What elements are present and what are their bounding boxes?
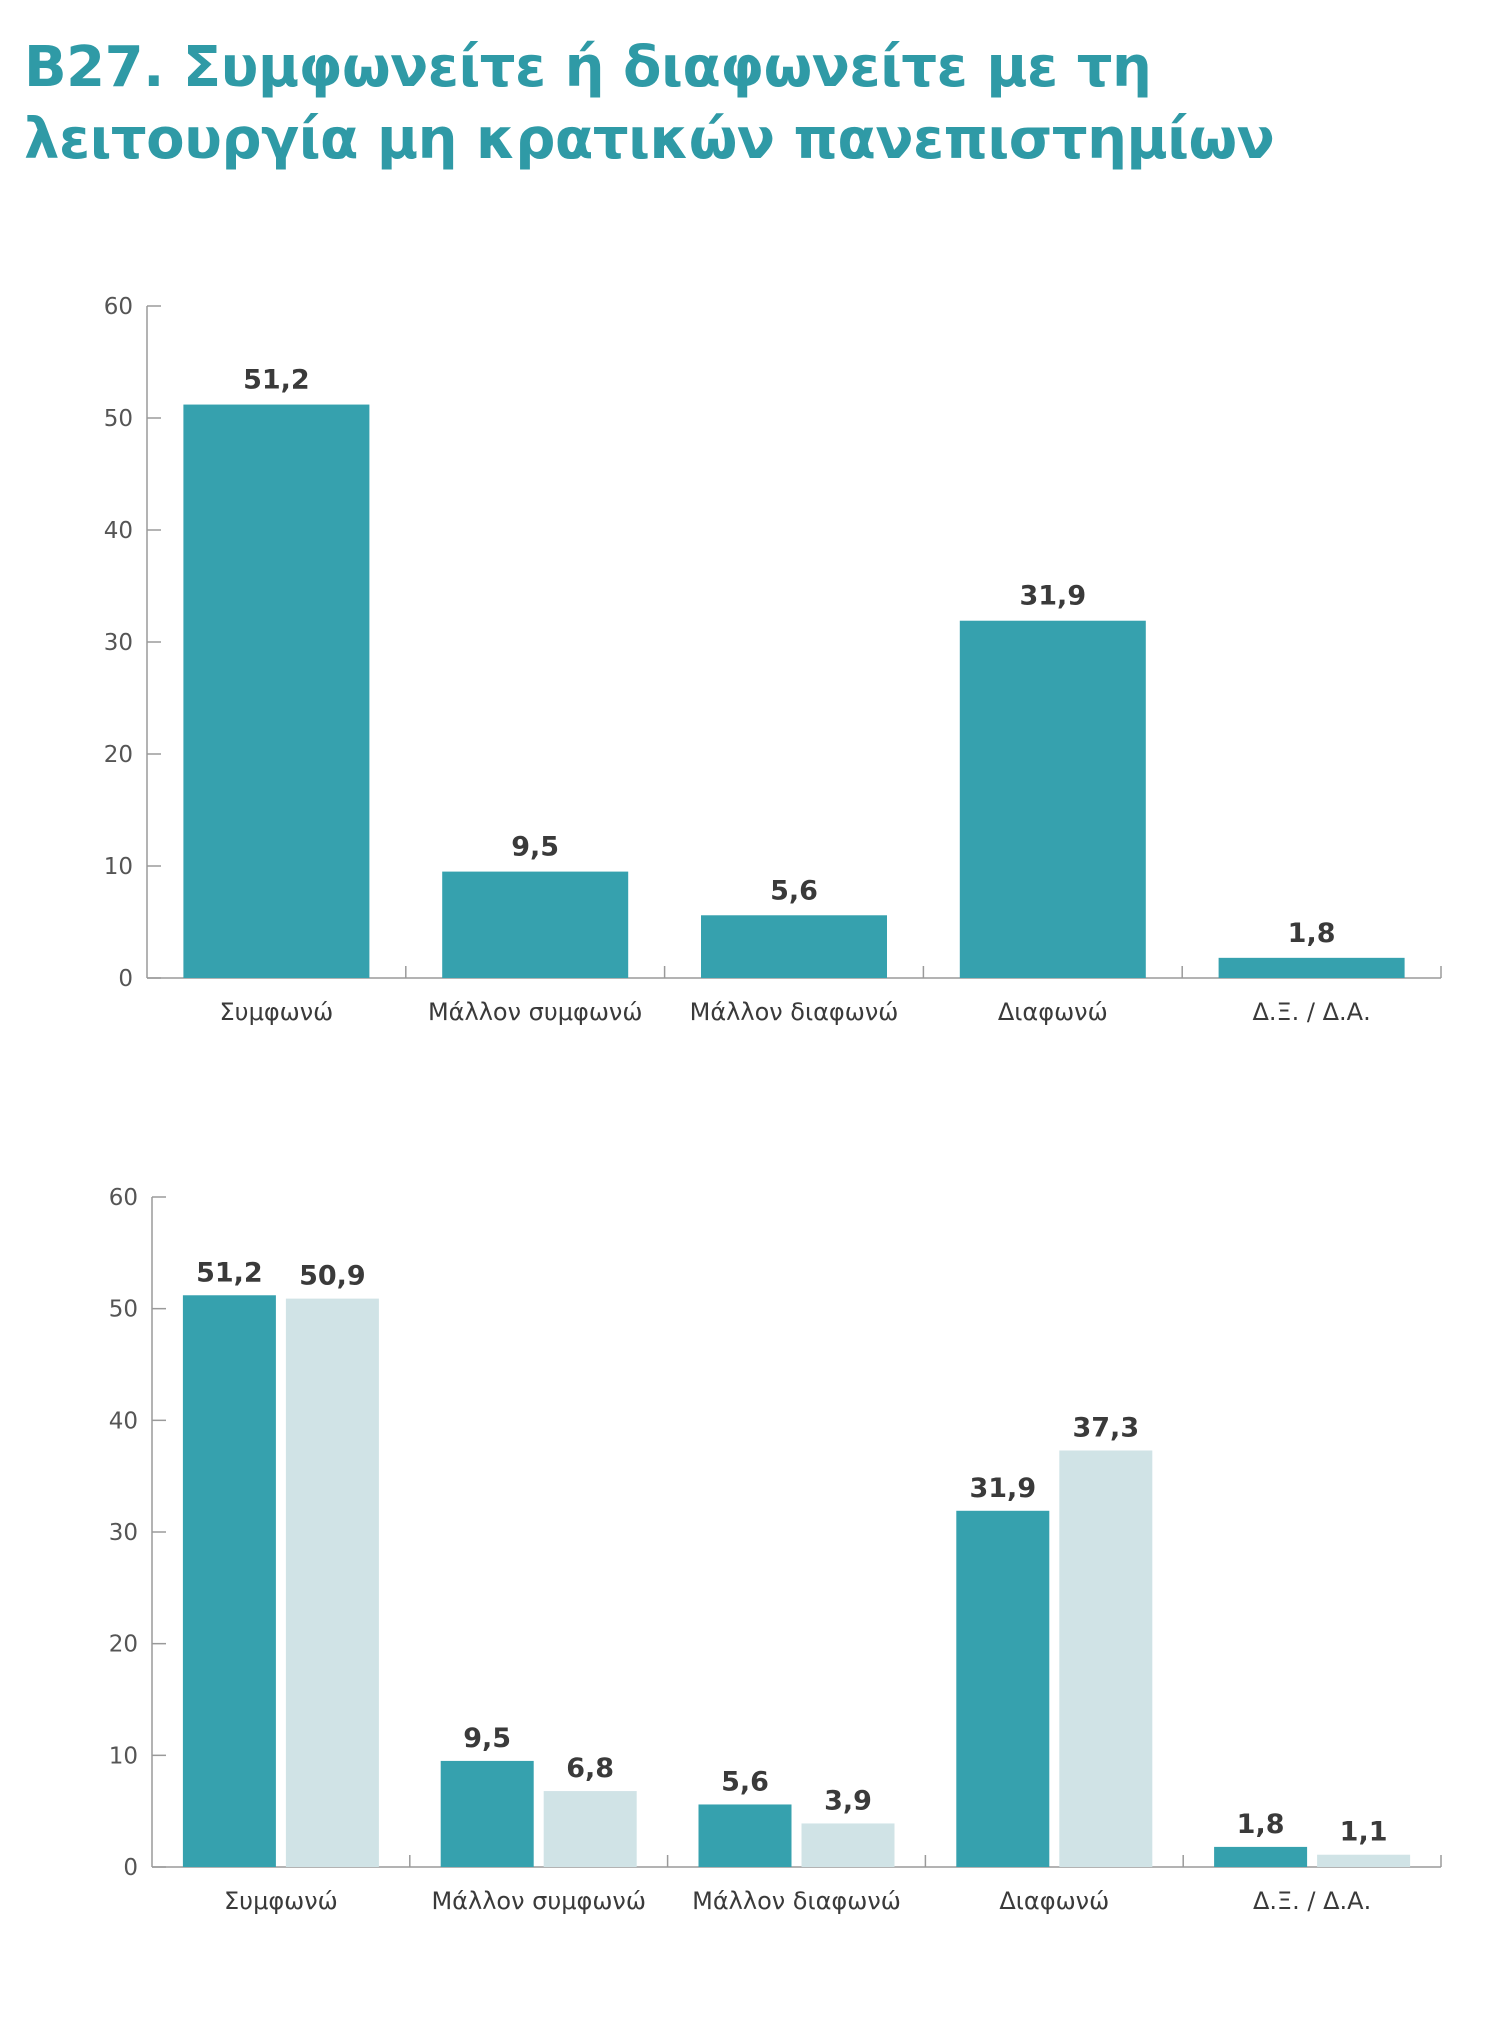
bar (701, 915, 887, 978)
bar-value-label: 9,5 (463, 1723, 511, 1754)
bar-value-label: 9,5 (511, 832, 559, 863)
bar-value-label: 6,8 (566, 1753, 614, 1784)
bar-value-label: 31,9 (969, 1473, 1036, 1504)
bar-value-label: 1,8 (1237, 1809, 1285, 1840)
bar-value-label: 31,9 (1019, 581, 1086, 612)
y-tick-label: 60 (104, 294, 133, 320)
bar-value-label: 1,1 (1340, 1817, 1388, 1848)
x-category-label: Δ.Ξ. / Δ.Α. (1253, 1887, 1371, 1915)
bar (183, 404, 370, 978)
bar (956, 1510, 1050, 1867)
y-tick-label: 40 (104, 518, 133, 544)
y-tick-label: 10 (109, 1743, 138, 1769)
y-tick-label: 30 (104, 630, 133, 656)
x-category-label: Μάλλον διαφωνώ (692, 1887, 901, 1915)
chart-title: B27. Συμφωνείτε ή διαφωνείτε με τη λειτο… (24, 32, 1464, 176)
y-tick-label: 50 (109, 1297, 138, 1323)
bar-value-label: 51,2 (243, 365, 310, 396)
y-tick-label: 40 (109, 1408, 138, 1434)
bar-value-label: 1,8 (1288, 918, 1336, 949)
bar (801, 1823, 895, 1867)
chart-title-line-2: λειτουργία μη κρατικών πανεπιστημίων (24, 107, 1275, 172)
bar (959, 620, 1146, 978)
bar (543, 1791, 637, 1867)
chart-title-line-1: B27. Συμφωνείτε ή διαφωνείτε με τη (24, 35, 1152, 100)
bar (1059, 1450, 1153, 1867)
bar-value-label: 5,6 (721, 1766, 769, 1797)
y-tick-label: 10 (104, 854, 133, 880)
bar-value-label: 37,3 (1072, 1412, 1139, 1443)
bar (698, 1804, 792, 1867)
x-category-label: Διαφωνώ (998, 998, 1108, 1026)
bar (1214, 1846, 1308, 1867)
bar-value-label: 51,2 (196, 1257, 263, 1288)
bar (285, 1298, 379, 1867)
x-category-label: Συμφωνώ (224, 1887, 338, 1915)
x-category-label: Μάλλον διαφωνώ (690, 998, 899, 1026)
y-tick-label: 20 (104, 742, 133, 768)
x-category-label: Διαφωνώ (999, 1887, 1109, 1915)
y-tick-label: 0 (123, 1855, 138, 1881)
bar (440, 1760, 534, 1867)
x-category-label: Συμφωνώ (220, 998, 334, 1026)
y-tick-label: 0 (118, 966, 133, 992)
x-category-label: Μάλλον συμφωνώ (428, 998, 642, 1026)
y-tick-label: 50 (104, 406, 133, 432)
bar (182, 1295, 276, 1867)
bar (442, 871, 629, 978)
chart-single-series: 0 10 20 30 40 50 60 Συμφωνώ Μάλλον συμφωνώ Μάλλον… (104, 294, 1442, 1026)
y-tick-label: 60 (109, 1185, 138, 1211)
bar-value-label: 5,6 (770, 875, 818, 906)
x-category-label: Μάλλον συμφωνώ (431, 1887, 645, 1915)
bar-value-label: 50,9 (299, 1261, 366, 1292)
bar (1218, 957, 1405, 978)
bar-value-label: 3,9 (824, 1785, 872, 1816)
y-tick-label: 20 (109, 1632, 138, 1658)
chart-comparison: 0 10 20 30 40 50 60 Συμφωνώ Μάλλον συμφωνώ Μάλλον… (109, 1185, 1442, 1915)
bar (1317, 1854, 1411, 1867)
x-category-label: Δ.Ξ. / Δ.Α. (1252, 998, 1370, 1026)
y-tick-label: 30 (109, 1520, 138, 1546)
